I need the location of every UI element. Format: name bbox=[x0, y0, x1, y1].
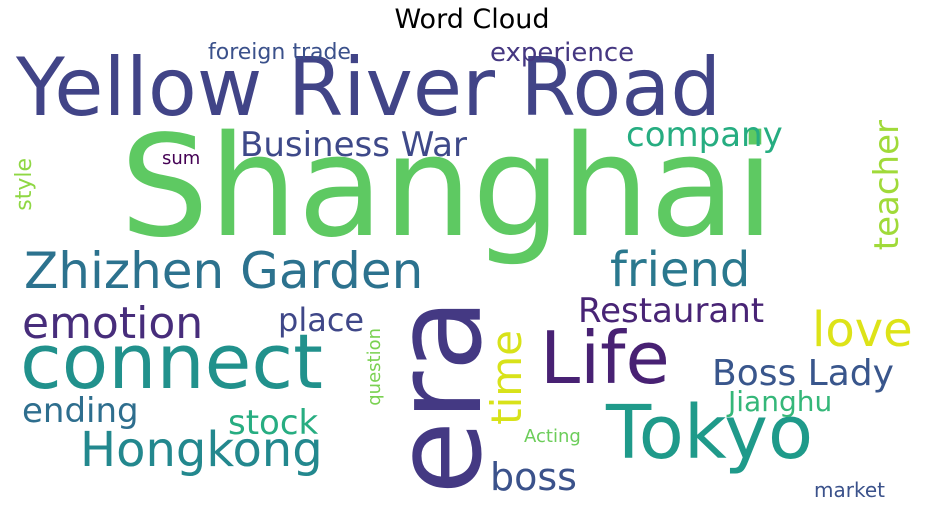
word-friend: friend bbox=[610, 242, 751, 298]
word-cloud: Shanghai Yellow River Road era connect Tokyo… bbox=[12, 40, 932, 504]
word-zhizhen-garden: Zhizhen Garden bbox=[24, 242, 424, 300]
word-foreign-trade: foreign trade bbox=[208, 40, 351, 65]
word-teacher: teacher bbox=[867, 120, 907, 251]
word-style: style bbox=[12, 158, 37, 211]
word-hongkong: Hongkong bbox=[80, 422, 323, 478]
word-sum: sum bbox=[162, 148, 201, 169]
word-ending: ending bbox=[22, 391, 139, 431]
word-shanghai: Shanghai bbox=[120, 106, 775, 269]
word-place: place bbox=[278, 301, 365, 339]
word-connect: connect bbox=[20, 317, 323, 406]
word-emotion: emotion bbox=[22, 298, 204, 349]
word-love: love bbox=[812, 302, 913, 358]
word-market: market bbox=[814, 478, 885, 502]
word-question: question bbox=[364, 328, 385, 406]
word-tokyo: Tokyo bbox=[606, 390, 814, 476]
word-yellow-river-road: Yellow River Road bbox=[16, 41, 722, 134]
word-business-war: Business War bbox=[240, 125, 467, 165]
word-boss-lady: Boss Lady bbox=[712, 353, 894, 394]
word-company: company bbox=[626, 115, 783, 155]
word-restaurant: Restaurant bbox=[578, 291, 765, 331]
word-acting: Acting bbox=[524, 426, 581, 447]
chart-title: Word Cloud bbox=[394, 4, 550, 35]
word-stock: stock bbox=[228, 403, 319, 443]
word-time: time bbox=[482, 330, 531, 425]
word-jianghu: Jianghu bbox=[728, 385, 833, 418]
word-life: Life bbox=[540, 316, 670, 400]
word-experience: experience bbox=[490, 40, 635, 68]
word-boss: boss bbox=[490, 455, 577, 499]
